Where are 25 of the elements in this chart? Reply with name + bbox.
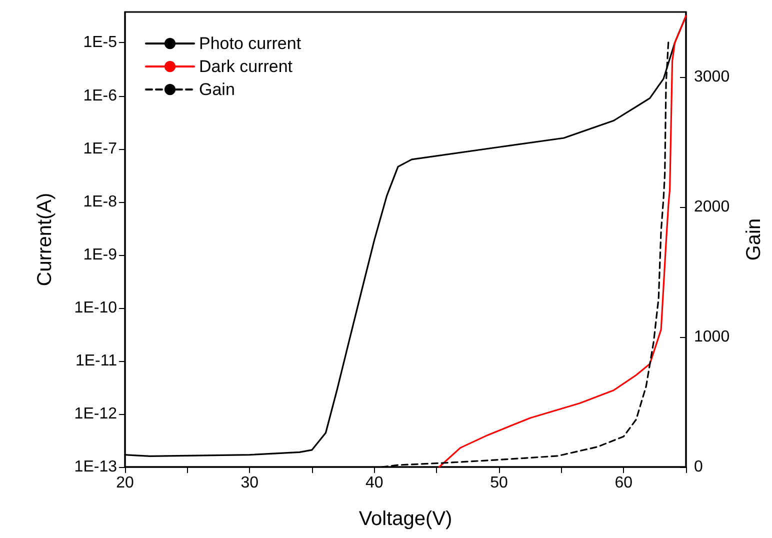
- y2-axis-title: Gain: [743, 218, 765, 261]
- x-tick-label: 40: [365, 474, 384, 492]
- y2-tick-label: 3000: [694, 68, 730, 86]
- y-tick-label: 1E-5: [83, 34, 118, 52]
- y2-tick-label: 1000: [694, 328, 730, 346]
- x-tick-label: 60: [614, 474, 633, 492]
- y2-tick-label: 2000: [694, 198, 730, 216]
- x-tick-label: 30: [240, 474, 259, 492]
- y-tick-label: 1E-8: [83, 193, 118, 210]
- y-tick-label: 1E-10: [74, 299, 118, 316]
- y-tick-label: 1E-11: [75, 352, 118, 370]
- y2-tick-label: 0: [694, 458, 703, 476]
- x-tick-label: 50: [490, 474, 508, 492]
- y-tick-label: 1E-7: [83, 140, 118, 158]
- y-tick-label: 1E-9: [83, 246, 118, 264]
- y-tick-label: 1E-12: [74, 405, 118, 422]
- y-tick-label: 1E-6: [83, 87, 118, 104]
- line-series: [438, 15, 687, 468]
- x-axis-title: Voltage(V): [358, 508, 452, 530]
- y-tick-label: 1E-13: [74, 458, 118, 476]
- y-axis-title: Current(A): [34, 192, 56, 286]
- legend-label: Photo current: [199, 34, 302, 53]
- legend-label: Gain: [199, 80, 235, 99]
- x-tick-label: 20: [116, 474, 134, 492]
- legend-label: Dark current: [199, 57, 293, 76]
